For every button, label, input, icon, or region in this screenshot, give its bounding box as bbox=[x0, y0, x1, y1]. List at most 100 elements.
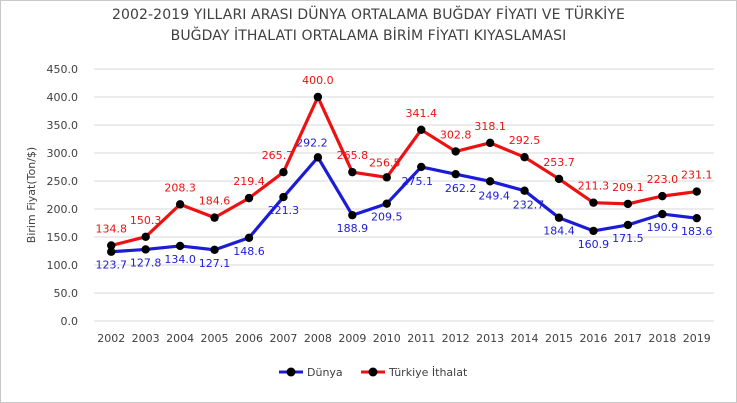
data-label: 184.4 bbox=[543, 225, 575, 238]
data-label: 127.1 bbox=[199, 257, 231, 270]
data-label: 148.6 bbox=[233, 245, 265, 258]
data-point bbox=[279, 192, 288, 202]
series-line bbox=[111, 155, 697, 254]
x-tick-label: 2004 bbox=[166, 332, 194, 345]
legend-marker bbox=[368, 367, 378, 377]
data-point bbox=[485, 177, 495, 186]
x-tick-label: 2019 bbox=[683, 332, 711, 345]
chart-title-line-1: 2002-2019 YILLARI ARASI DÜNYA ORTALAMA B… bbox=[112, 7, 625, 23]
data-point bbox=[313, 153, 323, 162]
series-line bbox=[110, 95, 697, 248]
data-label: 209.1 bbox=[612, 181, 644, 194]
data-point bbox=[175, 241, 185, 251]
data-label: 171.5 bbox=[612, 232, 644, 245]
data-label: 253.7 bbox=[543, 156, 575, 169]
x-tick-label: 2014 bbox=[511, 332, 539, 345]
data-label: 221.3 bbox=[268, 204, 300, 217]
data-point bbox=[244, 193, 254, 203]
x-tick-label: 2017 bbox=[614, 332, 642, 345]
data-point bbox=[658, 191, 667, 201]
data-point bbox=[141, 232, 150, 242]
data-point bbox=[210, 245, 219, 255]
data-label: 231.1 bbox=[681, 169, 713, 182]
data-point bbox=[417, 162, 426, 172]
data-label: 302.8 bbox=[440, 128, 472, 141]
legend-marker bbox=[286, 367, 296, 377]
x-tick-label: 2016 bbox=[579, 332, 607, 345]
y-tick-label: 300.0 bbox=[47, 147, 79, 160]
x-tick-label: 2015 bbox=[545, 332, 573, 345]
y-tick-label: 50.0 bbox=[54, 287, 79, 300]
data-point bbox=[417, 125, 426, 135]
data-label: 318.1 bbox=[474, 120, 506, 133]
data-point bbox=[451, 169, 460, 179]
data-label: 292.2 bbox=[296, 136, 328, 149]
data-label: 223.0 bbox=[647, 173, 679, 186]
data-point bbox=[692, 213, 701, 223]
data-point bbox=[589, 198, 598, 207]
data-point bbox=[692, 187, 701, 196]
x-tick-label: 2012 bbox=[442, 332, 470, 345]
x-tick-label: 2005 bbox=[201, 332, 229, 345]
y-tick-label: 400.0 bbox=[47, 91, 79, 104]
data-label: 188.9 bbox=[337, 222, 369, 235]
data-point bbox=[554, 213, 564, 222]
data-label: 341.4 bbox=[405, 107, 437, 120]
data-label: 211.3 bbox=[578, 180, 610, 193]
x-tick-label: 2013 bbox=[476, 332, 504, 345]
data-point bbox=[520, 186, 529, 195]
legend-label: Dünya bbox=[307, 366, 343, 379]
data-point bbox=[382, 173, 391, 182]
x-tick-label: 2008 bbox=[304, 332, 332, 345]
chart-title: 2002-2019 YILLARI ARASI DÜNYA ORTALAMA B… bbox=[1, 5, 736, 47]
y-tick-label: 200.0 bbox=[47, 203, 79, 216]
data-label: 275.1 bbox=[401, 175, 433, 188]
data-point bbox=[348, 211, 357, 220]
chart-title-line-2: BUĞDAY İTHALATI ORTALAMA BİRİM FİYATI KI… bbox=[170, 28, 567, 44]
data-point bbox=[141, 245, 150, 254]
data-label: 292.5 bbox=[509, 134, 541, 147]
data-label: 265.7 bbox=[262, 149, 294, 162]
data-label: 209.5 bbox=[371, 211, 403, 224]
y-tick-label: 100.0 bbox=[47, 259, 79, 272]
data-label: 190.9 bbox=[647, 221, 679, 234]
y-tick-label: 350.0 bbox=[47, 119, 79, 132]
y-tick-label: 450.0 bbox=[47, 63, 79, 76]
x-tick-label: 2002 bbox=[97, 332, 125, 345]
data-point bbox=[485, 138, 495, 148]
data-point bbox=[554, 174, 564, 184]
x-tick-label: 2003 bbox=[132, 332, 160, 345]
data-point bbox=[107, 241, 116, 250]
data-point bbox=[520, 153, 529, 162]
data-label: 184.6 bbox=[199, 195, 231, 208]
data-point bbox=[382, 199, 391, 208]
data-point bbox=[107, 247, 116, 256]
x-tick-label: 2018 bbox=[648, 332, 676, 345]
data-point bbox=[279, 168, 288, 177]
x-tick-label: 2010 bbox=[373, 332, 401, 345]
data-label: 183.6 bbox=[681, 225, 713, 238]
data-label: 256.5 bbox=[369, 156, 401, 169]
data-label: 160.9 bbox=[578, 238, 610, 251]
data-point bbox=[451, 147, 460, 156]
data-point bbox=[589, 226, 598, 236]
data-label: 208.3 bbox=[164, 181, 196, 194]
data-label: 123.7 bbox=[95, 259, 127, 272]
data-point bbox=[623, 220, 633, 230]
x-tick-label: 2011 bbox=[407, 332, 435, 345]
x-tick-label: 2007 bbox=[269, 332, 297, 345]
data-label: 249.4 bbox=[478, 189, 510, 202]
data-point bbox=[244, 233, 254, 242]
data-label: 232.7 bbox=[513, 199, 545, 212]
data-label: 150.3 bbox=[130, 214, 162, 227]
data-label: 219.4 bbox=[233, 175, 265, 188]
y-tick-label: 0.0 bbox=[61, 315, 79, 328]
data-point bbox=[658, 209, 667, 219]
x-tick-label: 2009 bbox=[338, 332, 366, 345]
data-label: 134.8 bbox=[95, 223, 127, 236]
data-point bbox=[348, 167, 357, 177]
data-label: 262.2 bbox=[445, 182, 477, 195]
y-tick-label: 250.0 bbox=[47, 175, 79, 188]
